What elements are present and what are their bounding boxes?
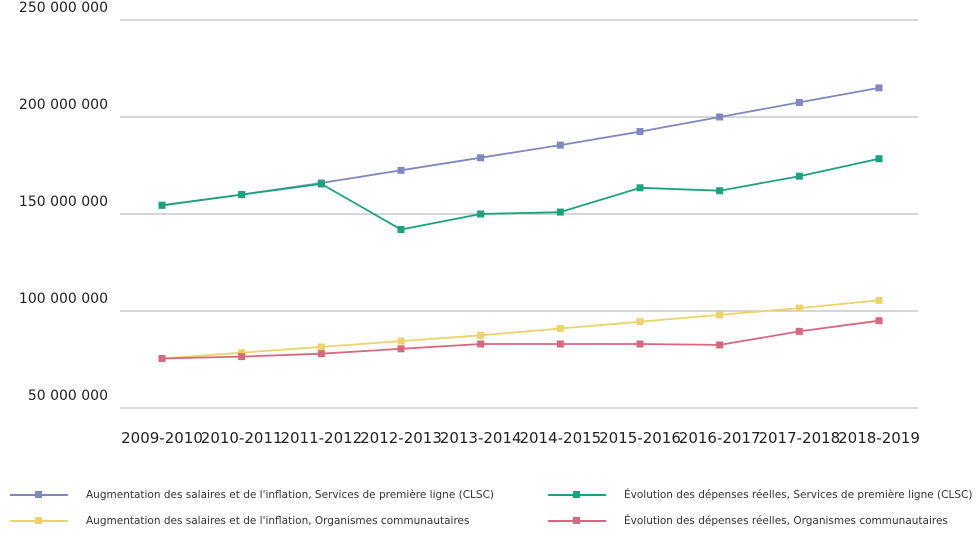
data-point	[716, 311, 724, 319]
legend-label: Évolution des dépenses réelles, Services…	[624, 489, 973, 501]
data-point	[397, 226, 405, 234]
data-point	[477, 331, 485, 339]
x-tick-label: 2018-2019	[838, 429, 920, 447]
x-axis-tick-labels: 2009-20102010-20112011-20122012-20132013…	[121, 429, 920, 447]
gridlines	[120, 19, 918, 409]
y-tick-label: 50 000 000	[28, 388, 108, 404]
y-axis-tick-labels: 50 000 000 100 000 000 150 000 000 200 000 …	[19, 0, 108, 404]
x-tick-label: 2017-2018	[758, 429, 840, 447]
series-group	[158, 84, 883, 363]
series-line	[161, 319, 880, 360]
legend-label: Augmentation des salaires et de l'inflat…	[86, 515, 470, 527]
data-point	[716, 187, 724, 195]
data-point	[477, 210, 485, 218]
data-point	[556, 141, 564, 149]
x-tick-label: 2012-2013	[360, 429, 442, 447]
data-point	[158, 355, 166, 363]
data-point	[875, 317, 883, 325]
legend-label: Augmentation des salaires et de l'inflat…	[86, 489, 494, 501]
x-tick-label: 2013-2014	[440, 429, 522, 447]
x-tick-label: 2015-2016	[599, 429, 681, 447]
data-point	[317, 343, 325, 351]
y-tick-label: 200 000 000	[19, 97, 108, 113]
data-point	[477, 154, 485, 162]
data-point	[716, 341, 724, 349]
x-tick-label: 2011-2012	[280, 429, 362, 447]
y-tick-label: 100 000 000	[19, 291, 108, 307]
line-chart: 50 000 000 100 000 000 150 000 000 200 000 …	[19, 0, 920, 447]
data-point	[636, 318, 644, 326]
data-point	[716, 113, 724, 121]
legend-swatch	[10, 514, 68, 528]
series-2	[158, 296, 883, 363]
data-point	[317, 180, 325, 188]
legend-item-organismes-inflation: Augmentation des salaires et de l'inflat…	[10, 512, 469, 530]
legend-label: Évolution des dépenses réelles, Organism…	[624, 515, 948, 527]
data-point	[317, 350, 325, 358]
legend-swatch	[548, 488, 606, 502]
data-point	[556, 340, 564, 348]
y-tick-label: 150 000 000	[19, 194, 108, 210]
data-point	[158, 201, 166, 209]
series-line	[161, 87, 880, 207]
data-point	[556, 324, 564, 332]
legend-item-organismes-reel: Évolution des dépenses réelles, Organism…	[548, 512, 948, 530]
data-point	[795, 172, 803, 180]
data-point	[238, 353, 246, 361]
data-point	[556, 208, 564, 216]
data-point	[636, 184, 644, 192]
series-line	[161, 299, 880, 360]
data-point	[397, 166, 405, 174]
data-point	[875, 296, 883, 304]
data-point	[795, 327, 803, 335]
y-tick-label: 250 000 000	[19, 0, 108, 16]
legend-item-clsc-inflation: Augmentation des salaires et de l'inflat…	[10, 486, 494, 504]
data-point	[636, 128, 644, 136]
data-point	[477, 340, 485, 348]
series-0	[158, 84, 883, 209]
data-point	[875, 155, 883, 163]
series-1	[158, 155, 883, 234]
legend-swatch	[10, 488, 68, 502]
data-point	[238, 191, 246, 199]
data-point	[795, 304, 803, 312]
legend-swatch	[548, 514, 606, 528]
legend: Augmentation des salaires et de l'inflat…	[0, 484, 978, 534]
data-point	[875, 84, 883, 92]
data-point	[795, 98, 803, 106]
x-tick-label: 2014-2015	[519, 429, 601, 447]
data-point	[238, 349, 246, 357]
x-tick-label: 2009-2010	[121, 429, 203, 447]
x-tick-label: 2016-2017	[679, 429, 761, 447]
series-3	[158, 317, 883, 363]
data-point	[397, 345, 405, 353]
data-point	[636, 340, 644, 348]
data-point	[397, 337, 405, 345]
series-line	[161, 157, 880, 231]
legend-item-clsc-reel: Évolution des dépenses réelles, Services…	[548, 486, 972, 504]
x-tick-label: 2010-2011	[201, 429, 283, 447]
